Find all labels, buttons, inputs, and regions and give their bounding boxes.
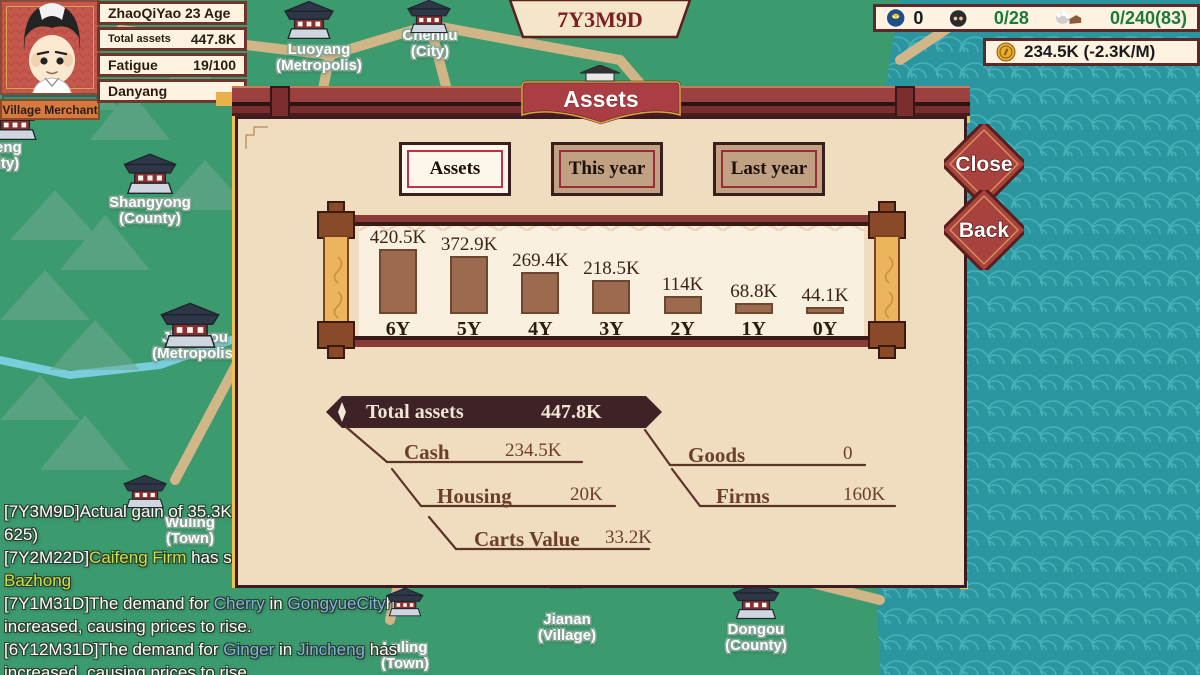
svg-text:Close: Close [955,153,1012,176]
svg-text:Back: Back [959,219,1010,242]
